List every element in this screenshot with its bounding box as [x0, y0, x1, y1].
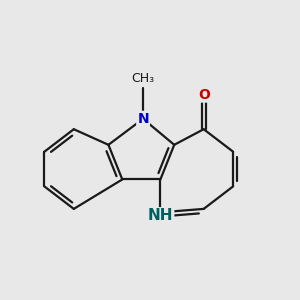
Text: CH₃: CH₃: [131, 72, 154, 85]
Text: N: N: [137, 112, 149, 126]
Text: NH: NH: [148, 208, 173, 223]
Text: O: O: [198, 88, 210, 102]
